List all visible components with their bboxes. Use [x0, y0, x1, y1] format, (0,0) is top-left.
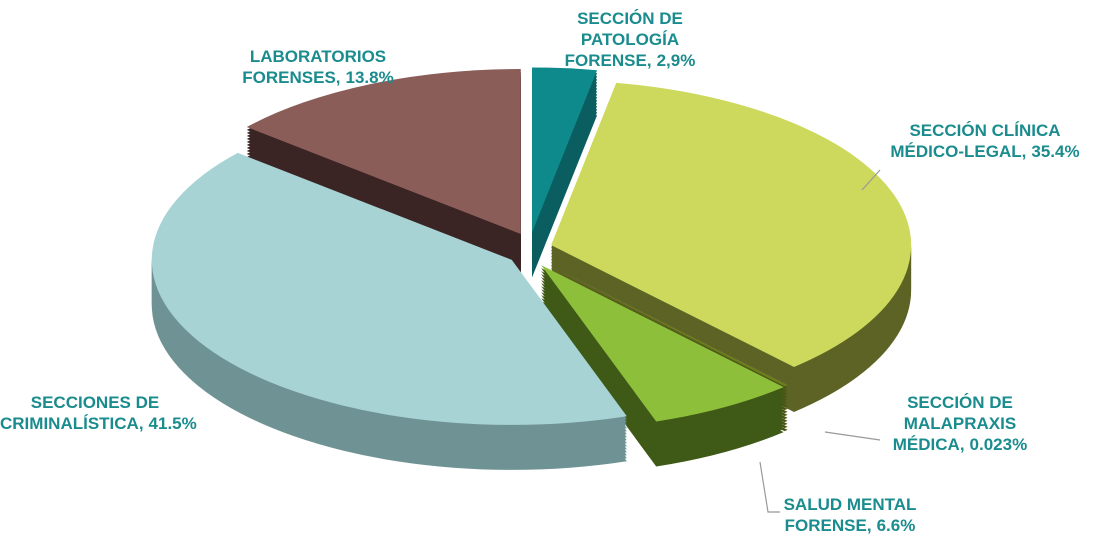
slice [551, 82, 912, 367]
data-label: SECCIÓN CLÍNICA MÉDICO-LEGAL, 35.4% [880, 120, 1090, 162]
category-label: SECCIONES DE CRIMINALÍSTICA, [0, 393, 160, 433]
category-label: SECCIÓN DE MALAPRAXIS MÉDICA, [892, 393, 1017, 454]
value-label: 0.023% [969, 435, 1028, 454]
value-label: 13.8% [345, 68, 394, 87]
value-label: 2,9% [656, 51, 696, 70]
value-label: 6.6% [876, 516, 916, 535]
data-label: SECCIONES DE CRIMINALÍSTICA, 41.5% [0, 392, 197, 434]
slice [246, 69, 521, 235]
leader-line [759, 461, 780, 513]
value-label: 35.4% [1031, 142, 1080, 161]
category-label: SECCIÓN CLÍNICA MÉDICO-LEGAL, [890, 121, 1061, 161]
data-label: LABORATORIOS FORENSES, 13.8% [213, 46, 423, 88]
category-label: SECCIÓN DE PATOLOGÍA FORENSE, [564, 9, 683, 70]
category-label: SALUD MENTAL FORENSE, [783, 495, 917, 535]
data-label: SECCIÓN DE PATOLOGÍA FORENSE, 2,9% [540, 8, 720, 71]
slice [151, 152, 627, 425]
category-label: LABORATORIOS FORENSES, [242, 47, 387, 87]
slice [541, 265, 784, 422]
data-label: SECCIÓN DE MALAPRAXIS MÉDICA, 0.023% [875, 392, 1045, 455]
slice [544, 263, 788, 387]
leader-line [824, 431, 881, 441]
slice-side [544, 266, 788, 390]
leader-line [861, 169, 881, 191]
value-label: 41.5% [148, 414, 197, 433]
data-label: SALUD MENTAL FORENSE, 6.6% [765, 494, 935, 536]
slice [531, 67, 598, 233]
